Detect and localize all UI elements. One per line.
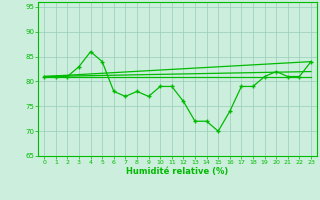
X-axis label: Humidité relative (%): Humidité relative (%) xyxy=(126,167,229,176)
